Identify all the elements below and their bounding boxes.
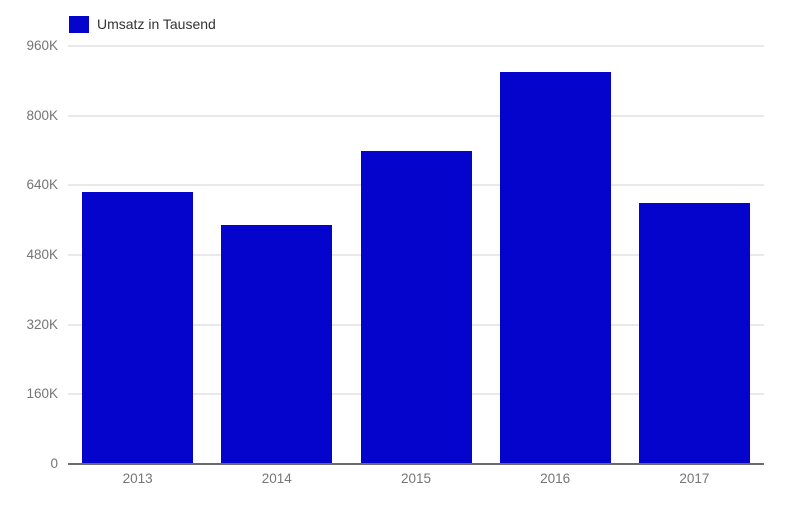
gridline — [68, 45, 764, 47]
y-tick-label: 320K — [26, 316, 58, 332]
x-tick-label: 2015 — [400, 471, 432, 486]
legend-label: Umsatz in Tausend — [97, 16, 216, 32]
x-axis: 2013 2014 2015 2016 2017 — [68, 471, 764, 491]
x-tick-label: 2014 — [261, 471, 292, 486]
plot-area — [68, 45, 764, 465]
y-tick-label: 640K — [26, 177, 58, 193]
y-tick-label: 960K — [26, 38, 58, 53]
x-tick-label: 2016 — [540, 471, 571, 486]
chart-legend: Umsatz in Tausend — [69, 14, 216, 34]
y-tick-label: 800K — [26, 107, 58, 123]
bar-2017[interactable] — [638, 202, 750, 464]
bar-2016[interactable] — [499, 72, 611, 464]
y-tick-label: 480K — [26, 247, 58, 262]
y-tick-label: 160K — [26, 386, 58, 402]
bar-2013[interactable] — [82, 191, 194, 464]
x-tick-label: 2013 — [122, 471, 153, 486]
x-axis-baseline — [68, 463, 764, 465]
y-tick-label: 0 — [50, 456, 58, 471]
legend-swatch-icon — [69, 15, 89, 33]
x-tick-label: 2017 — [679, 471, 710, 486]
y-axis: 0 160K 320K 480K 640K 800K 960K — [0, 0, 58, 507]
bar-2015[interactable] — [360, 150, 472, 464]
bar-2014[interactable] — [221, 224, 333, 464]
gridline — [68, 114, 764, 117]
